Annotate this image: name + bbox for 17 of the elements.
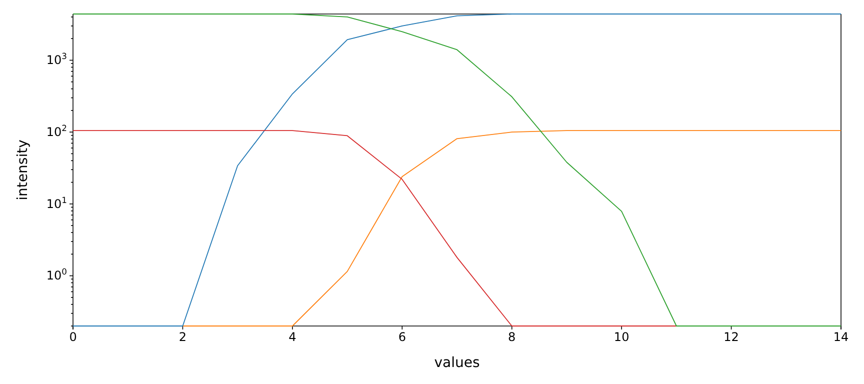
y-tick-label: 10$^{3}$ (46, 51, 67, 68)
x-tick-label: 0 (69, 330, 77, 344)
line-series (72, 14, 842, 326)
line-series (72, 130, 677, 326)
x-tick-label: 14 (833, 330, 849, 344)
x-tick-label: 12 (724, 330, 739, 344)
x-axis-title: values (434, 355, 480, 371)
x-tick-label: 6 (398, 330, 406, 344)
x-tick-label: 10 (614, 330, 630, 344)
y-tick-label: 10$^{2}$ (46, 122, 67, 139)
y-tick-label: 10$^{0}$ (46, 266, 67, 283)
x-tick-label: 4 (288, 330, 296, 344)
y-tick-label: 10$^{1}$ (46, 194, 67, 211)
line-series (182, 130, 842, 326)
x-tick-label: 8 (508, 330, 516, 344)
x-tick-label: 2 (178, 330, 187, 344)
y-axis-title: intensity (15, 140, 31, 200)
